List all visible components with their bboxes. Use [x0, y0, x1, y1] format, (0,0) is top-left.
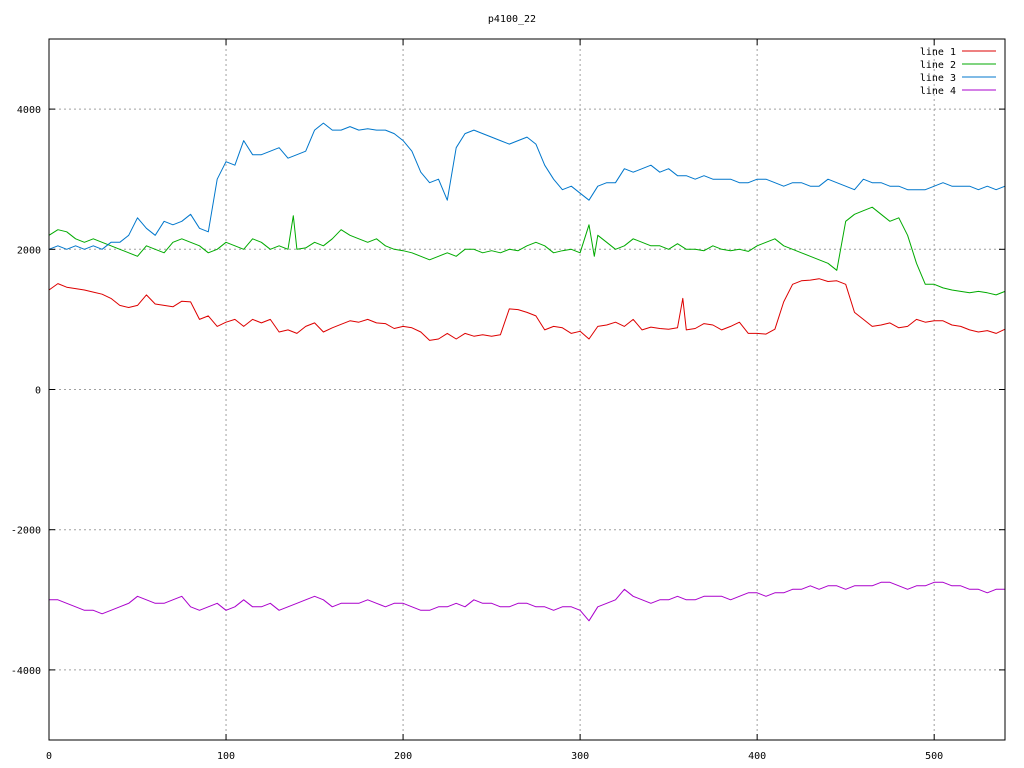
plot-frame	[48, 38, 1006, 741]
axis-ticks: 0 100 200 300 400 500 -4000 -2000 0 2000 4000	[11, 39, 1005, 762]
legend-label: line 1	[920, 47, 956, 58]
x-tick-label: 0	[46, 751, 52, 762]
series-group	[48, 122, 1006, 622]
y-tick-label: 4000	[17, 105, 41, 116]
series-line-4	[49, 581, 1005, 622]
y-tick-label: -2000	[11, 526, 41, 537]
y-tick-label: 2000	[17, 245, 41, 256]
legend-label: line 3	[920, 73, 956, 84]
x-tick-label: 400	[748, 751, 766, 762]
legend-label: line 2	[920, 60, 956, 71]
series-line-2	[48, 206, 1006, 296]
x-tick-label: 300	[571, 751, 589, 762]
y-tick-label: 0	[35, 386, 41, 397]
legend: line 1 line 2 line 3 line 4	[920, 47, 996, 97]
x-tick-label: 500	[925, 751, 943, 762]
chart-title: p4100_22	[488, 14, 536, 25]
grid	[49, 39, 1005, 740]
series-line-1	[48, 278, 1006, 341]
legend-label: line 4	[920, 86, 956, 97]
series-line-3	[48, 122, 1006, 250]
x-tick-label: 200	[394, 751, 412, 762]
y-tick-label: -4000	[11, 666, 41, 677]
x-tick-label: 100	[217, 751, 235, 762]
